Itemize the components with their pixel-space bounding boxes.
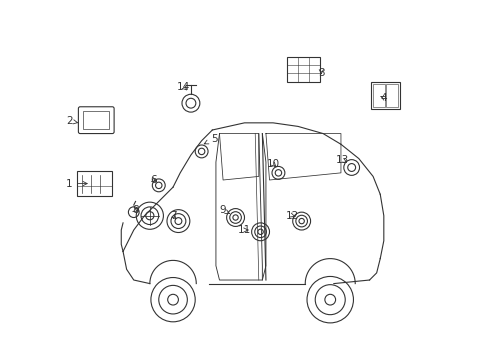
Text: 13: 13 [335, 156, 348, 165]
Text: 3: 3 [317, 68, 324, 78]
Bar [372, 84, 384, 107]
Text: 7: 7 [169, 211, 176, 221]
Text: 5: 5 [204, 134, 217, 144]
Text: 12: 12 [285, 211, 299, 221]
Bar [370, 82, 399, 109]
Text: 10: 10 [266, 159, 279, 169]
Bar [287, 57, 319, 82]
Bar [385, 84, 398, 107]
Text: 14: 14 [177, 82, 190, 92]
Bar [83, 111, 109, 129]
Text: 9: 9 [219, 205, 229, 215]
Text: 11: 11 [237, 225, 251, 235]
Text: 6: 6 [150, 175, 156, 185]
Text: 8: 8 [132, 205, 139, 215]
Text: 1: 1 [66, 179, 87, 189]
Text: 4: 4 [380, 93, 386, 103]
Text: 2: 2 [66, 116, 78, 126]
